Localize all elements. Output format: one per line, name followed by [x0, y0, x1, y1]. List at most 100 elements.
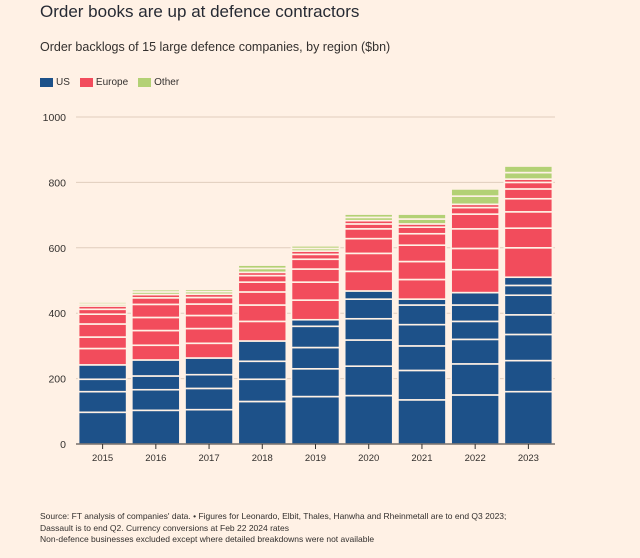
- bar-segment-other: [290, 245, 341, 250]
- bar-segment-us: [503, 284, 554, 297]
- bar-segment-us: [397, 304, 447, 326]
- bar-segment-europe: [343, 228, 394, 240]
- bar-segment-us: [343, 339, 394, 367]
- bar-segment-europe: [131, 316, 181, 332]
- bar-segment-us: [450, 304, 500, 323]
- bar-segment-other: [503, 171, 554, 180]
- bar-segment-us: [343, 317, 394, 341]
- bar-segment-us: [77, 364, 128, 381]
- x-tick-label: 2017: [198, 453, 219, 464]
- bar-segment-us: [131, 375, 181, 391]
- legend-label-other: Other: [154, 77, 180, 88]
- legend-label-us: US: [56, 77, 70, 88]
- y-tick-label: 1000: [43, 112, 67, 124]
- bar-segment-us: [237, 400, 288, 445]
- bar-segment-us: [503, 359, 554, 393]
- bar-segment-us: [290, 346, 341, 370]
- bar-segment-other: [450, 195, 500, 206]
- bar-segment-us: [343, 394, 394, 445]
- bar-segment-other: [503, 165, 554, 174]
- bar-segment-us: [343, 365, 394, 397]
- bar-segment-us: [503, 276, 554, 287]
- bar-segment-europe: [503, 211, 554, 229]
- bar-segment-europe: [503, 247, 554, 279]
- source-line-2: Dassault is to end Q2. Currency conversi…: [40, 522, 289, 533]
- bar-segment-us: [397, 399, 447, 445]
- bar-segment-europe: [131, 303, 181, 319]
- bar-segment-other: [237, 264, 288, 270]
- bar-segment-europe: [77, 313, 128, 325]
- bar-segment-us: [503, 294, 554, 316]
- bar-segment-us: [343, 290, 394, 300]
- legend: US Europe Other: [40, 77, 179, 88]
- bar-segment-us: [184, 373, 234, 390]
- bar-segment-us: [290, 318, 341, 328]
- bar-segment-europe: [450, 247, 500, 271]
- bar-segment-europe: [184, 327, 234, 345]
- y-tick-label: 400: [48, 308, 66, 320]
- x-tick-label: 2018: [252, 453, 273, 464]
- bar-segment-us: [131, 409, 181, 445]
- legend-item-us: US: [40, 77, 70, 88]
- legend-swatch-other: [138, 78, 152, 87]
- bar-segment-us: [184, 387, 234, 411]
- bar-segment-europe: [343, 270, 394, 292]
- bar-segment-us: [184, 408, 234, 445]
- bar-segment-us: [450, 394, 500, 445]
- bar-segment-other: [450, 188, 500, 197]
- bar-segment-europe: [290, 268, 341, 283]
- legend-item-europe: Europe: [79, 77, 128, 88]
- bar-segment-us: [450, 320, 500, 341]
- stacked-bar-chart: 0 200 400 600 800 1000 2015 2016 2017 2018 2019 202…: [43, 112, 555, 464]
- y-tick-label: 200: [48, 374, 66, 386]
- bar-segment-europe: [77, 347, 128, 366]
- bar-segment-us: [503, 314, 554, 336]
- source-line-3: Non-defence businesses excluded except w…: [40, 534, 375, 544]
- y-tick-label: 600: [48, 243, 66, 255]
- bar-segment-us: [237, 340, 288, 363]
- bar-segment-europe: [237, 274, 288, 283]
- bar-segment-us: [290, 325, 341, 349]
- bar-segment-other: [343, 213, 394, 219]
- bar-segment-us: [397, 345, 447, 372]
- bar-segment-us: [397, 298, 447, 306]
- bar-segment-europe: [343, 252, 394, 273]
- bar-segment-us: [397, 369, 447, 401]
- bar-segment-europe: [77, 336, 128, 350]
- bar-segment-us: [77, 411, 128, 445]
- bar-segment-europe: [397, 278, 447, 300]
- bar-segment-us: [290, 395, 341, 445]
- bar-segment-europe: [397, 260, 447, 281]
- bar-segment-us: [450, 291, 500, 306]
- bar-segment-europe: [237, 291, 288, 306]
- bar-segment-europe: [184, 303, 234, 317]
- bar-segment-europe: [450, 268, 500, 294]
- bar-segment-other: [77, 301, 128, 305]
- bar-segment-other: [131, 288, 181, 293]
- legend-swatch-us: [40, 78, 53, 87]
- bar-segment-europe: [131, 297, 181, 306]
- y-tick-label: 800: [48, 177, 66, 189]
- bar-segment-us: [131, 359, 181, 377]
- bar-segment-us: [237, 378, 288, 403]
- bar-segment-us: [503, 390, 554, 445]
- bar-segment-other: [397, 213, 447, 220]
- bar-segment-other: [184, 288, 234, 293]
- bar-segment-europe: [131, 344, 181, 361]
- source-note: Source: FT analysis of companies' data. …: [40, 511, 630, 546]
- bar-segment-europe: [450, 213, 500, 230]
- x-tick-label: 2023: [518, 453, 539, 464]
- bar-segment-europe: [343, 237, 394, 255]
- bar-segment-us: [77, 390, 128, 414]
- bar-segment-us: [397, 323, 447, 347]
- bar-segment-europe: [450, 206, 500, 215]
- bar-segment-europe: [503, 227, 554, 249]
- bar-segment-us: [237, 360, 288, 381]
- x-tick-label: 2019: [305, 453, 326, 464]
- legend-swatch-europe: [79, 78, 93, 87]
- bar-segment-europe: [397, 244, 447, 263]
- x-tick-label: 2021: [411, 453, 432, 464]
- bar-segment-us: [503, 333, 554, 362]
- bar-segment-europe: [290, 299, 341, 321]
- bar-segment-europe: [503, 197, 554, 213]
